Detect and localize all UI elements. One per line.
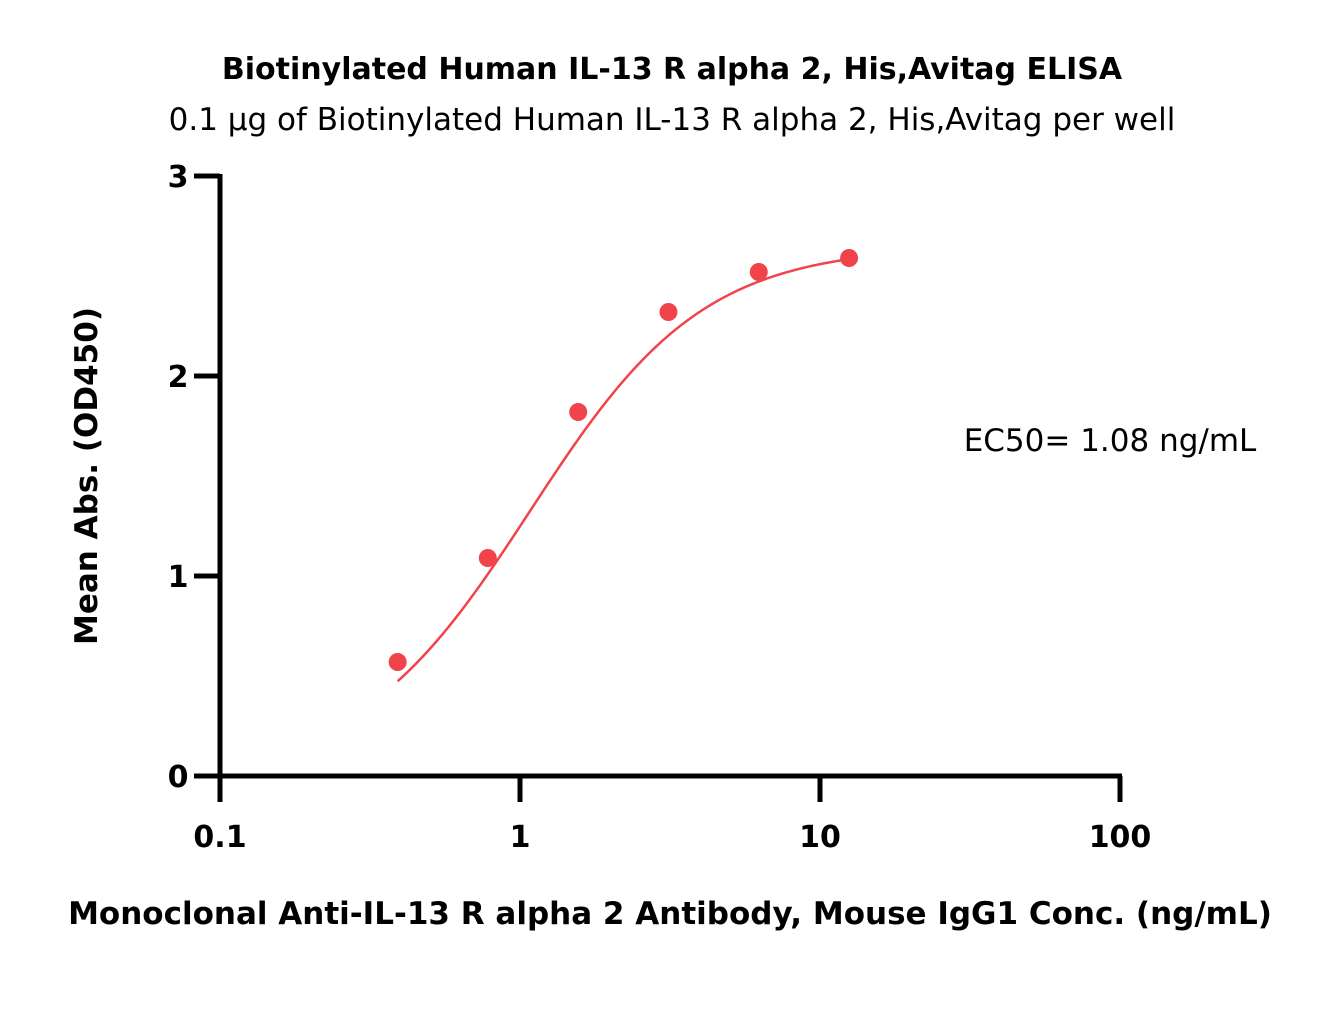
fit-curve-layer [396, 257, 850, 683]
data-point [840, 249, 859, 267]
data-point [659, 303, 678, 321]
x-tick-label: 100 [1089, 820, 1152, 855]
data-point [388, 653, 407, 671]
chart-subtitle: 0.1 μg of Biotinylated Human IL-13 R alp… [169, 102, 1176, 138]
x-axis-label: Monoclonal Anti-IL-13 R alpha 2 Antibody… [68, 896, 1272, 932]
ec50-annotation: EC50= 1.08 ng/mL [964, 423, 1257, 459]
fit-curve [396, 257, 850, 683]
data-point [569, 403, 588, 421]
y-axis-label: Mean Abs. (OD450) [69, 307, 105, 645]
y-tick-label: 2 [168, 360, 189, 395]
data-point [478, 549, 497, 567]
axes [217, 174, 1122, 779]
x-tick-label: 0.1 [193, 820, 246, 855]
x-tick-label: 10 [799, 820, 841, 855]
x-tick-label: 1 [510, 820, 531, 855]
y-ticks: 0 1 2 3 [168, 160, 220, 795]
data-point [749, 263, 768, 281]
y-tick-label: 0 [168, 760, 189, 795]
data-points-layer [388, 249, 859, 671]
y-tick-label: 3 [168, 160, 189, 195]
chart-title: Biotinylated Human IL-13 R alpha 2, His,… [222, 52, 1123, 87]
x-ticks: 0.1 1 10 100 [193, 776, 1151, 855]
y-tick-label: 1 [168, 560, 189, 595]
